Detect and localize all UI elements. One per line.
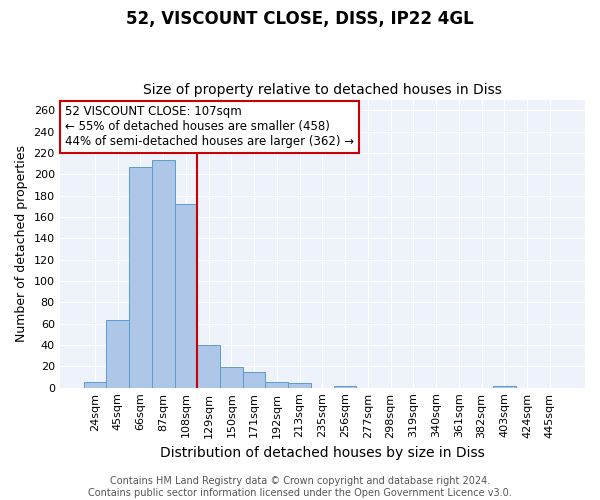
Bar [265, 382, 288, 388]
Bar [83, 382, 106, 388]
X-axis label: Distribution of detached houses by size in Diss: Distribution of detached houses by size … [160, 446, 485, 460]
Text: 52 VISCOUNT CLOSE: 107sqm
← 55% of detached houses are smaller (458)
44% of semi: 52 VISCOUNT CLOSE: 107sqm ← 55% of detac… [65, 106, 354, 148]
Bar [220, 368, 243, 388]
Bar [106, 320, 129, 388]
Y-axis label: Number of detached properties: Number of detached properties [15, 145, 28, 342]
Bar [197, 345, 220, 388]
Bar [175, 204, 197, 388]
Bar [243, 372, 265, 388]
Bar [493, 386, 515, 388]
Bar [334, 386, 356, 388]
Text: 52, VISCOUNT CLOSE, DISS, IP22 4GL: 52, VISCOUNT CLOSE, DISS, IP22 4GL [126, 10, 474, 28]
Text: Contains HM Land Registry data © Crown copyright and database right 2024.
Contai: Contains HM Land Registry data © Crown c… [88, 476, 512, 498]
Title: Size of property relative to detached houses in Diss: Size of property relative to detached ho… [143, 83, 502, 97]
Bar [288, 384, 311, 388]
Bar [129, 167, 152, 388]
Bar [152, 160, 175, 388]
